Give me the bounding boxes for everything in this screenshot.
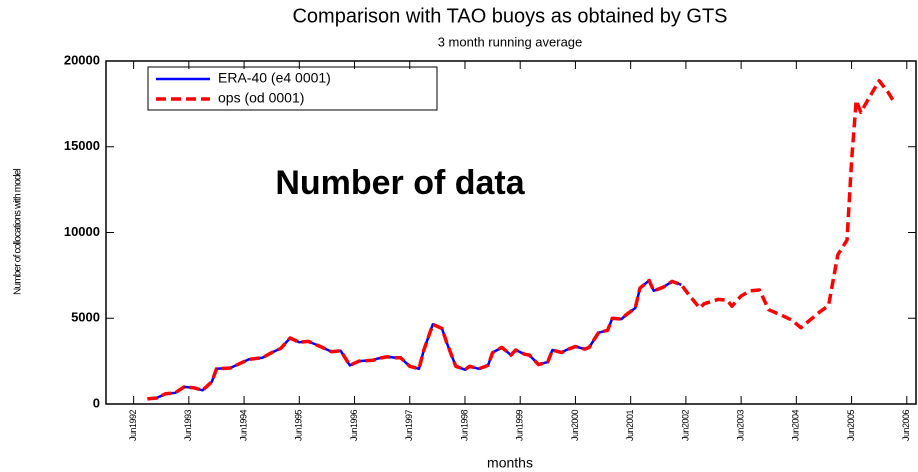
legend-label: ops (od 0001) bbox=[218, 90, 304, 106]
y-tick-label: 15000 bbox=[64, 138, 100, 153]
x-tick-label: Jun2002 bbox=[680, 410, 690, 442]
x-tick-label: Jun1998 bbox=[459, 410, 469, 442]
y-tick-label: 10000 bbox=[64, 224, 100, 239]
annotation: Number of data bbox=[275, 164, 525, 202]
legend-label: ERA-40 (e4 0001) bbox=[218, 70, 331, 86]
y-tick-label: 5000 bbox=[71, 310, 100, 325]
x-tick-label: Jun1999 bbox=[515, 410, 525, 442]
x-tick-label: Jun1992 bbox=[128, 410, 138, 442]
x-tick-label: Jun2001 bbox=[625, 410, 635, 442]
x-tick-label: Jun2005 bbox=[846, 410, 856, 442]
x-tick-label: Jun2000 bbox=[570, 410, 580, 442]
x-tick-label: Jun1994 bbox=[238, 410, 248, 442]
legend-box bbox=[147, 66, 438, 111]
x-tick-label: Jun1996 bbox=[349, 410, 359, 442]
x-tick-label: Jun1993 bbox=[183, 410, 193, 442]
y-tick-label: 20000 bbox=[64, 52, 100, 67]
chart-subtitle: 3 month running average bbox=[438, 34, 583, 49]
x-tick-label: Jun1997 bbox=[404, 410, 414, 442]
x-tick-label: Jun2003 bbox=[735, 410, 745, 442]
y-tick-label: 0 bbox=[93, 395, 100, 410]
y-axis-label: Number of collocations with model bbox=[13, 168, 24, 294]
chart-title: Comparison with TAO buoys as obtained by… bbox=[292, 5, 727, 27]
x-tick-label: Jun1995 bbox=[294, 410, 304, 442]
line-series bbox=[147, 279, 682, 401]
line-series bbox=[147, 78, 895, 401]
x-tick-label: Jun2004 bbox=[791, 410, 801, 442]
x-tick-label: Jun2006 bbox=[901, 410, 911, 442]
x-axis-label: months bbox=[487, 455, 533, 471]
